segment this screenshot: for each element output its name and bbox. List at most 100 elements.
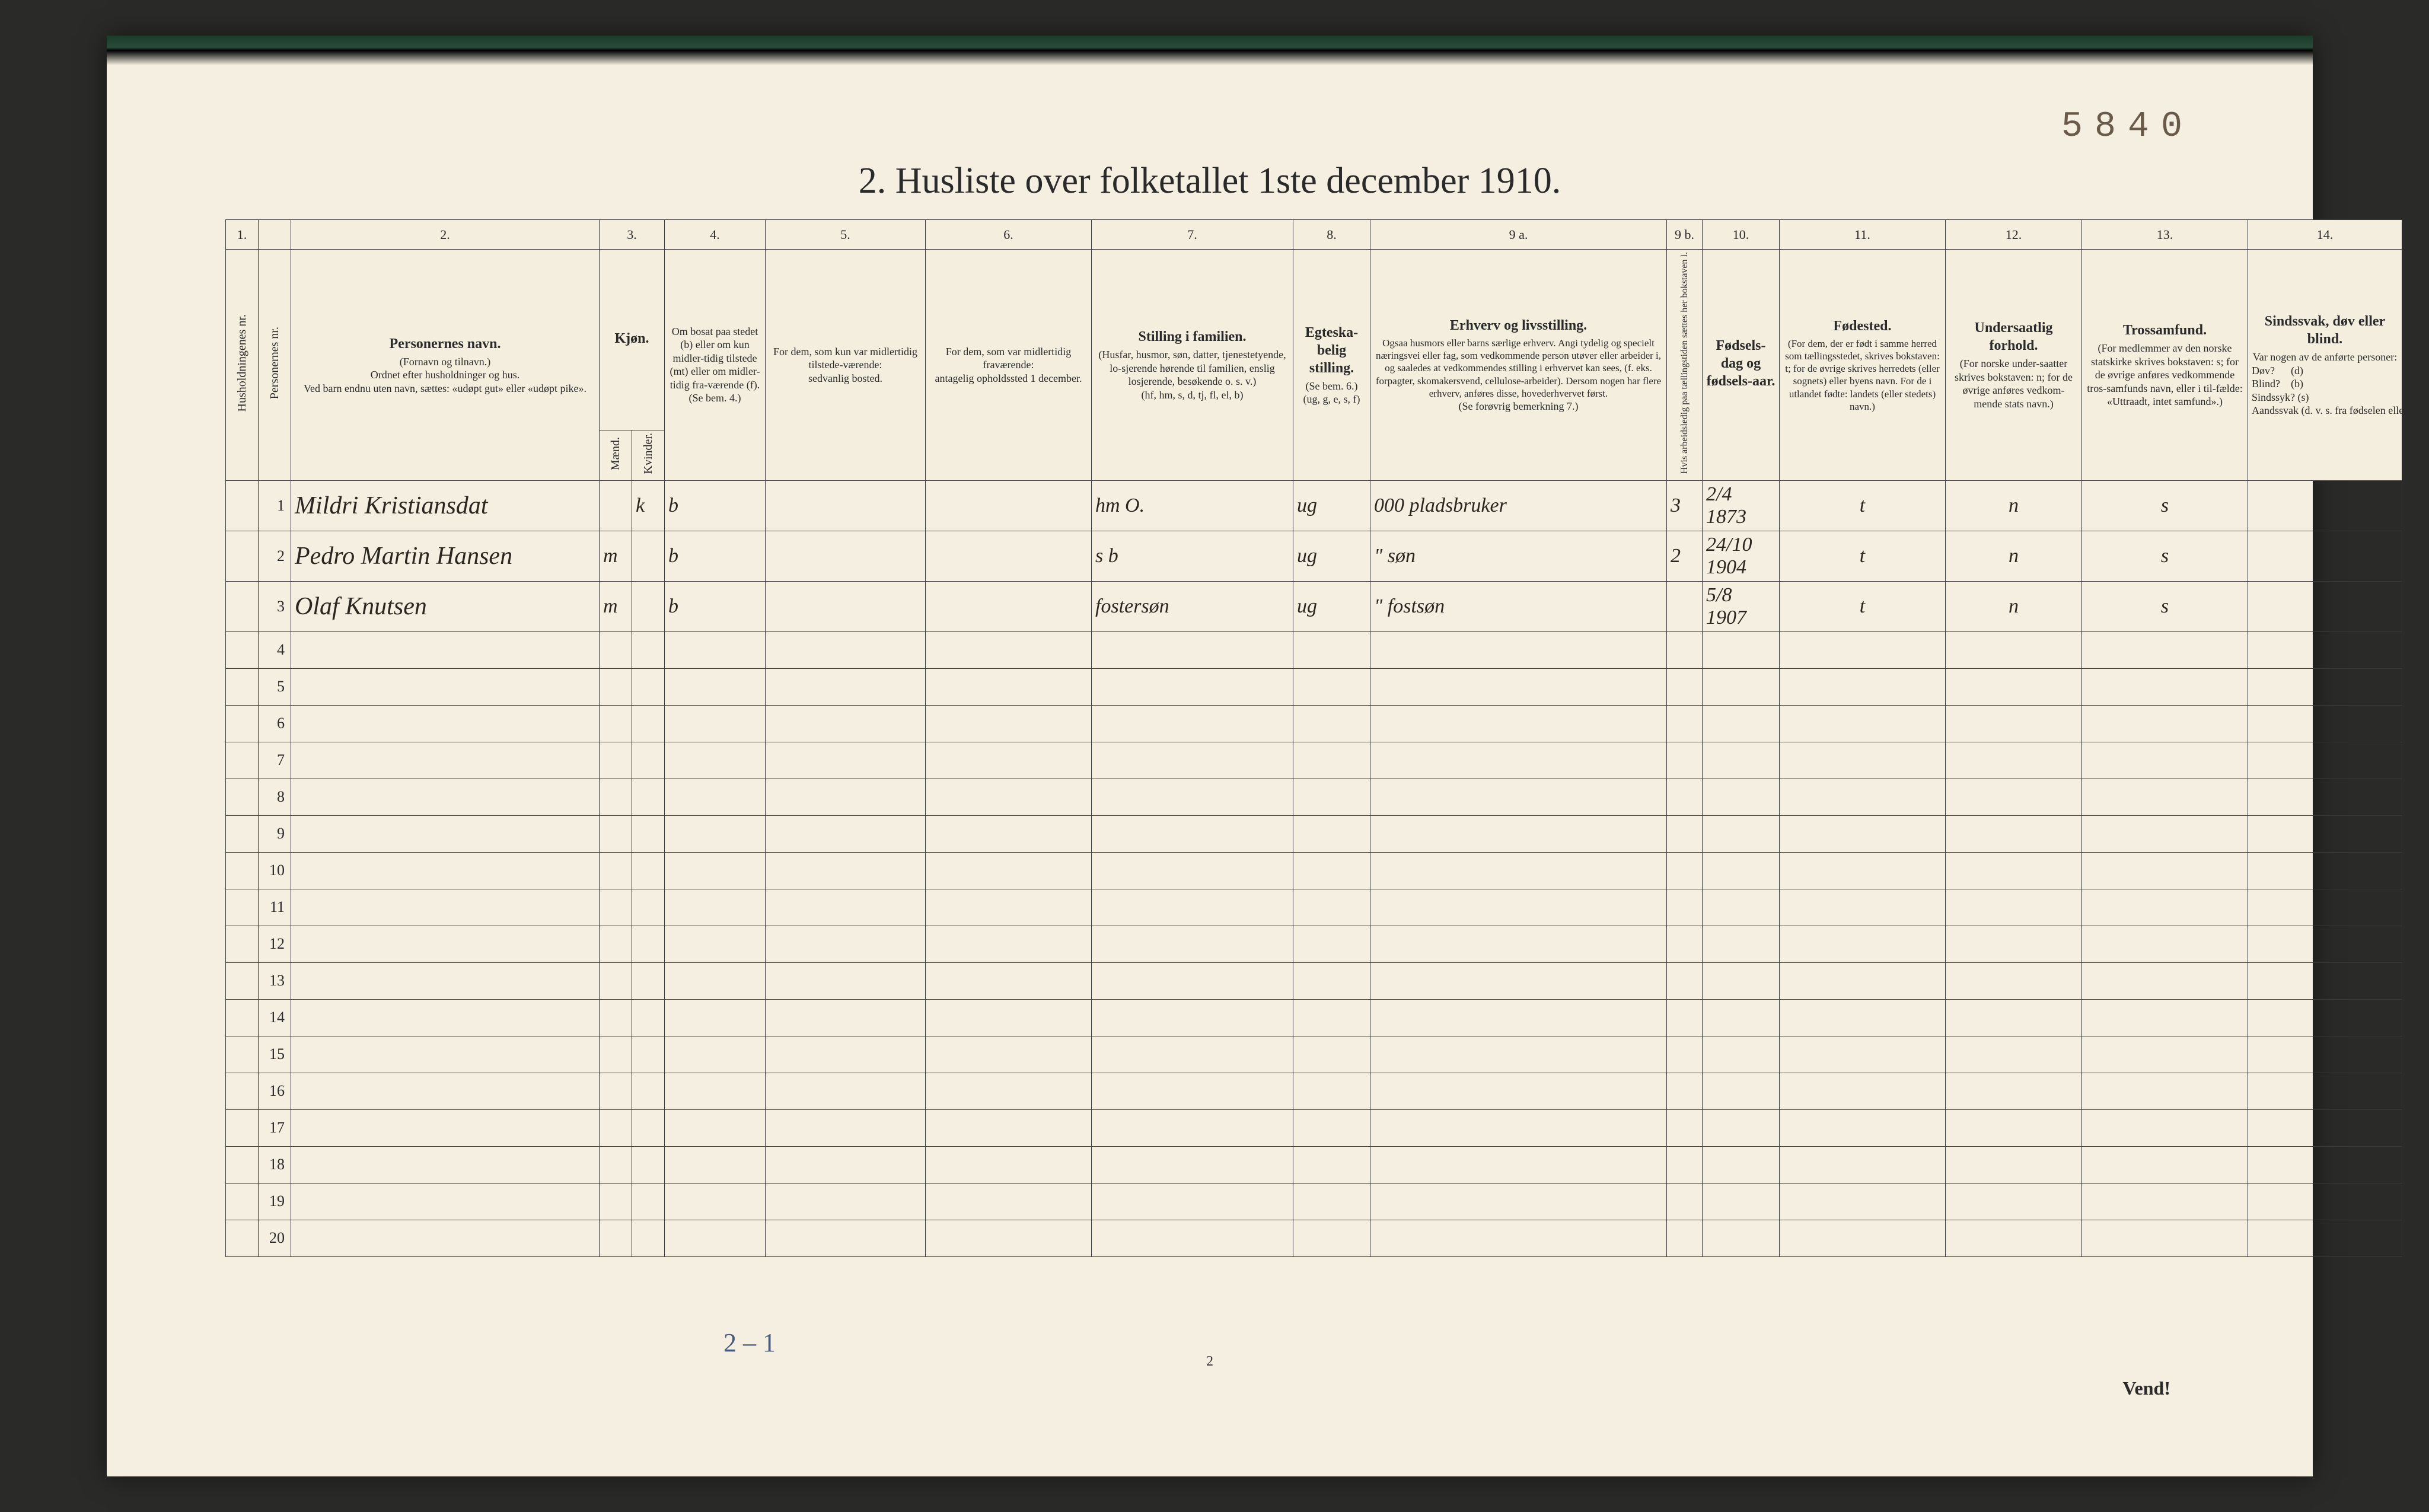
cell-person-no: 3 [259,581,291,631]
cell-empty [1293,1036,1370,1073]
cell-empty [766,1109,926,1146]
cell-empty [600,815,632,852]
cell-person-no: 17 [259,1109,291,1146]
binding-edge [107,36,2313,65]
cell-midl-frav [926,581,1092,631]
header-row: Husholdningenes nr. Personernes nr. Pers… [226,250,2402,430]
cell-person-no: 16 [259,1073,291,1109]
cell-erhverv: 000 pladsbruker [1370,480,1667,531]
table-row: 1Mildri Kristiansdatkbhm O.ug000 pladsbr… [226,480,2402,531]
cell-empty [1370,815,1667,852]
cell-person-no: 15 [259,1036,291,1073]
cell-empty [926,1073,1092,1109]
cell-empty [1293,1146,1370,1183]
cell-empty [291,1220,600,1256]
cell-empty [1667,852,1703,889]
cell-empty [926,852,1092,889]
cell-empty [2082,631,2248,668]
cell-empty [1293,1109,1370,1146]
cell-empty [926,1036,1092,1073]
cell-empty [1293,1073,1370,1109]
cell-empty [926,889,1092,926]
cell-empty [1703,1073,1780,1109]
cell-empty [665,1146,766,1183]
cell-person-no: 10 [259,852,291,889]
cell-empty [926,999,1092,1036]
colnum [259,220,291,250]
cell-empty [1780,1146,1946,1183]
cell-household-no [226,668,259,705]
cell-empty [1370,962,1667,999]
table-row: 2Pedro Martin Hansenmbs bug" søn224/10 1… [226,531,2402,581]
cell-egteskap: ug [1293,480,1370,531]
vend-label: Vend! [2122,1377,2170,1399]
cell-empty [1667,1073,1703,1109]
col-head-sindssvak: Sindssvak, døv eller blind. Var nogen av… [2248,250,2402,481]
cell-erhverv: " fostsøn [1370,581,1667,631]
colnum: 1. [226,220,259,250]
table-row: 15 [226,1036,2402,1073]
cell-person-no: 6 [259,705,291,742]
cell-empty [1370,668,1667,705]
cell-empty [1370,1109,1667,1146]
cell-empty [766,631,926,668]
table-row: 11 [226,889,2402,926]
cell-empty [926,1146,1092,1183]
cell-name: Mildri Kristiansdat [291,480,600,531]
document-page: 5840 2. Husliste over folketallet 1ste d… [107,36,2313,1476]
cell-sex-m: m [600,531,632,581]
cell-household-no [226,999,259,1036]
cell-empty [665,889,766,926]
col-head-egteskap: Egteska-belig stilling. (Se bem. 6.) (ug… [1293,250,1370,481]
cell-empty [2082,779,2248,815]
cell-empty [1092,962,1293,999]
cell-sindssvak [2248,531,2402,581]
cell-empty [2082,889,2248,926]
cell-empty [1370,631,1667,668]
cell-empty [2082,742,2248,779]
cell-empty [1370,1220,1667,1256]
colnum: 5. [766,220,926,250]
cell-empty [1667,1220,1703,1256]
cell-empty [1780,779,1946,815]
cell-empty [1370,1036,1667,1073]
cell-empty [1667,999,1703,1036]
cell-empty [1370,779,1667,815]
cell-empty [766,1036,926,1073]
cell-empty [1092,705,1293,742]
cell-fodested: t [1780,531,1946,581]
cell-empty [2248,779,2402,815]
cell-empty [1667,1109,1703,1146]
cell-ledig: 2 [1667,531,1703,581]
table-row: 13 [226,962,2402,999]
cell-empty [1092,1073,1293,1109]
cell-empty [632,705,665,742]
cell-empty [600,852,632,889]
cell-bosat: b [665,480,766,531]
cell-empty [1092,1183,1293,1220]
cell-empty [1293,631,1370,668]
cell-sex-k: k [632,480,665,531]
cell-empty [600,926,632,962]
cell-person-no: 2 [259,531,291,581]
col-head-stilling: Stilling i familien. (Husfar, husmor, sø… [1092,250,1293,481]
cell-name: Olaf Knutsen [291,581,600,631]
cell-empty [766,852,926,889]
colnum: 6. [926,220,1092,250]
cell-empty [2082,1146,2248,1183]
cell-tros: s [2082,531,2248,581]
cell-empty [1370,1146,1667,1183]
cell-ledig [1667,581,1703,631]
cell-empty [1092,1036,1293,1073]
cell-sindssvak [2248,480,2402,531]
cell-empty [1703,631,1780,668]
cell-ledig: 3 [1667,480,1703,531]
cell-empty [926,1220,1092,1256]
table-row: 9 [226,815,2402,852]
cell-empty [291,815,600,852]
colnum: 4. [665,220,766,250]
cell-empty [1780,705,1946,742]
cell-household-no [226,926,259,962]
cell-empty [600,1183,632,1220]
colnum: 13. [2082,220,2248,250]
